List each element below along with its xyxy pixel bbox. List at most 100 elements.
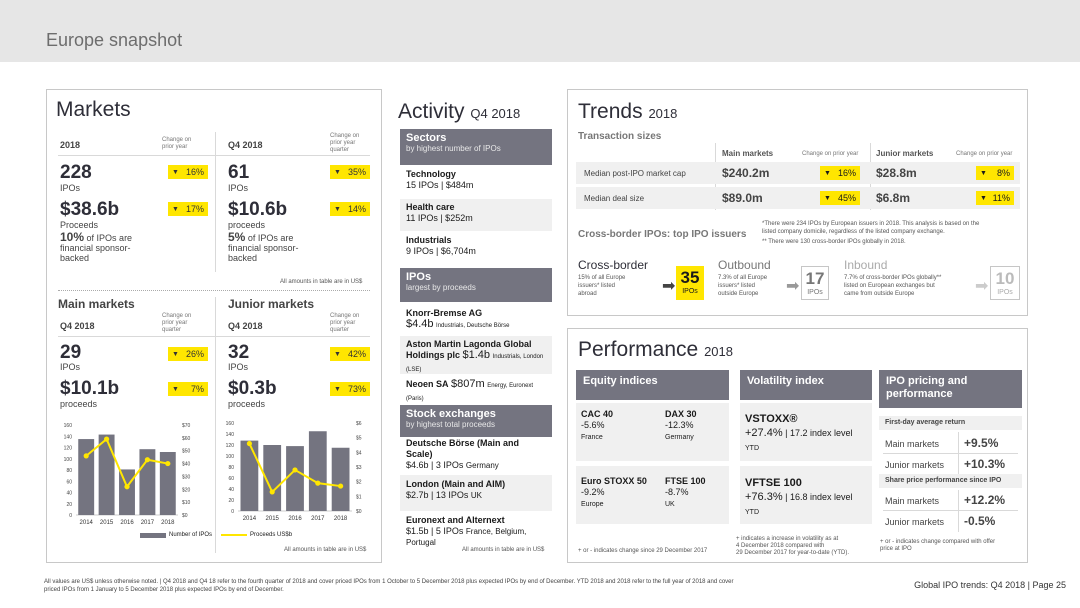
x-tick-label: 2015 [266, 516, 280, 522]
change-badge: ▼ 14% [330, 202, 370, 216]
down-triangle-icon: ▼ [172, 385, 179, 393]
y-left-tick: 0 [231, 509, 234, 515]
proceeds-label: proceeds [60, 399, 98, 409]
sector-item: Industrials 9 IPOs | $6,704m [406, 235, 476, 256]
y-left-tick: 60 [228, 476, 234, 482]
bar [159, 452, 176, 515]
first-day-head: First-day average return [885, 419, 966, 426]
main-markets-title: Main markets [58, 297, 135, 311]
y-left-tick: 40 [228, 487, 234, 493]
page-number: Global IPO trends: Q4 2018 | Page 25 [914, 580, 1066, 590]
x-tick-label: 2017 [141, 520, 155, 526]
change-badge: ▼ 26% [168, 347, 208, 361]
divider [58, 336, 370, 337]
y-left-tick: 80 [66, 468, 72, 474]
since-head-row [879, 474, 1022, 488]
table-row [576, 187, 1020, 209]
ipos-label: IPOs [60, 183, 81, 193]
bar [263, 445, 282, 511]
proceeds-label: proceeds [228, 220, 266, 230]
x-tick-label: 2018 [161, 520, 175, 526]
change-badge: ▼ 45% [820, 191, 860, 205]
trends-title: Trends 2018 [578, 100, 678, 123]
ipos-label: IPOs [228, 183, 249, 193]
table-row [576, 162, 1020, 184]
first-day-main-value: +9.5% [964, 436, 999, 450]
y-right-tick: $3 [356, 465, 362, 471]
pricing-note: + or - indicates change compared with of… [880, 539, 996, 552]
exchange-item: London (Main and AIM) $2.7b | 13 IPOs UK [400, 475, 552, 511]
row-label: Median post-IPO market cap [584, 169, 686, 178]
y-right-tick: $0 [356, 509, 362, 515]
first-day-main-label: Main markets [885, 439, 940, 449]
inbound-count: 10 IPOs [990, 266, 1020, 300]
proceeds-point [315, 480, 321, 486]
down-triangle-icon: ▼ [334, 205, 341, 213]
exchange-item: Deutsche Börse (Main and Scale) $4.6b | 3… [406, 438, 520, 470]
y-right-tick: $60 [182, 436, 191, 442]
outbound-head: Outbound [718, 258, 771, 272]
change-badge: ▼ 7% [168, 382, 208, 396]
row-junior-value: $28.8m [876, 166, 917, 180]
down-triangle-icon: ▼ [172, 350, 179, 358]
ipo-item: Neoen SA $807m Energy, Euronext (Paris) [406, 378, 534, 403]
legend-ipos-label: Number of IPOs [169, 532, 213, 538]
exchange-item: Euronext and Alternext $1.5b | 5 IPOs Fra… [406, 515, 527, 547]
y-left-tick: 100 [226, 454, 235, 460]
proceeds-q4-value: $10.6b [228, 199, 288, 220]
row-label: Median deal size [584, 194, 645, 203]
bar [240, 440, 259, 511]
outbound-text: 7.3% of all Europe issuers* listed outside… [718, 275, 768, 297]
y-left-tick: 80 [228, 465, 234, 471]
change-badge: ▼ 16% [820, 166, 860, 180]
vol-row [740, 466, 872, 524]
row-main-value: $240.2m [722, 166, 770, 180]
markets-title: Markets [56, 98, 131, 121]
main-ipos-value: 29 [60, 342, 82, 363]
cross-border-text: 15% of all Europe issuers* listed abroad [578, 275, 626, 297]
main-period: Q4 2018 [60, 321, 95, 331]
sector-item: Technology 15 IPOs | $484m [406, 169, 474, 190]
proceeds-point [269, 489, 275, 495]
outbound-count: 17 IPOs [801, 266, 829, 300]
transaction-sizes-title: Transaction sizes [578, 131, 662, 142]
down-triangle-icon: ▼ [980, 194, 987, 202]
proceeds-point [144, 457, 150, 463]
amounts-note: All amounts in table are in US$ [284, 547, 367, 553]
markets-col2-change-header: Change on prior year quarter [330, 133, 360, 153]
y-left-tick: 160 [226, 421, 235, 427]
main-proceeds-value: $10.1b [60, 378, 120, 399]
change-badge: ▼ 17% [168, 202, 208, 216]
x-tick-label: 2014 [243, 516, 257, 522]
divider [958, 432, 959, 474]
y-left-tick: 20 [66, 502, 72, 508]
sector-item: Health care 11 IPOs | $252m [400, 199, 552, 231]
markets-col1-period: 2018 [60, 140, 81, 150]
ipos-label: IPOs [228, 362, 249, 372]
first-day-junior-label: Junior markets [885, 460, 945, 470]
down-triangle-icon: ▼ [980, 169, 987, 177]
equity-indices-header: Equity indices [576, 370, 729, 400]
y-left-tick: 140 [226, 432, 235, 438]
down-triangle-icon: ▼ [824, 169, 831, 177]
col-junior-header: Junior markets [876, 149, 934, 158]
y-left-tick: 60 [66, 479, 72, 485]
change-badge: ▼ 16% [168, 165, 208, 179]
junior-change-header: Change on prior year quarter [330, 313, 360, 333]
y-left-tick: 140 [64, 434, 73, 440]
junior-period: Q4 2018 [228, 321, 263, 331]
vol-cell: VSTOXX® +27.4% | 17.2 index level YTD [745, 413, 853, 452]
exchanges-header: Stock exchanges by highest total proceeds [400, 405, 552, 437]
index-cell: CAC 40 -5.6% France [581, 409, 614, 441]
y-right-tick: $50 [182, 449, 191, 455]
chart-legend: Number of IPOs Proceeds US$b [140, 532, 292, 538]
sponsor-2018-text: 10% of IPOs are financial sponsor-backed [60, 230, 133, 263]
ipo-item: Aston Martin Lagonda Global Holdings plc… [400, 336, 552, 374]
x-tick-label: 2016 [120, 520, 134, 526]
bar [286, 446, 304, 511]
row-junior-value: $6.8m [876, 191, 911, 205]
down-triangle-icon: ▼ [334, 385, 341, 393]
footer-note: All values are US$ unless otherwise note… [44, 579, 734, 593]
y-left-tick: 160 [64, 423, 73, 429]
junior-proceeds-value: $0.3b [228, 378, 277, 399]
